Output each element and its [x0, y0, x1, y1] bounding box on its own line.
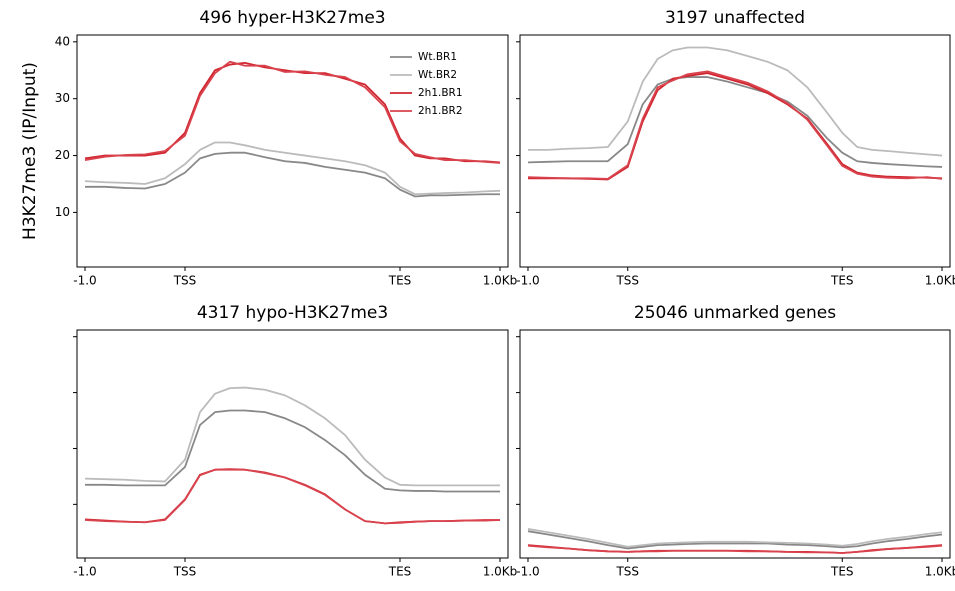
x-tick-label: TSS — [173, 274, 197, 288]
x-tick-label: -1.0 — [73, 565, 96, 579]
line-series — [527, 46, 943, 157]
line-series — [527, 70, 943, 180]
y-tick-label: 40 — [55, 34, 70, 48]
line-series — [84, 386, 500, 487]
line-series — [527, 530, 943, 550]
panel-title: 4317 hypo-H3K27me3 — [197, 303, 388, 323]
y-tick-label: 30 — [55, 91, 70, 105]
line-series — [85, 151, 500, 198]
panel: 25046 unmarked genes -1.0 TSS TES 1.0Kb — [516, 303, 955, 579]
x-tick-label: 1.0Kb — [483, 565, 518, 579]
plot-area — [84, 60, 501, 198]
x-tick-label: TES — [388, 274, 412, 288]
legend-label: Wt.BR2 — [418, 69, 457, 81]
x-tick-label: TSS — [615, 565, 639, 579]
legend-label: 2h1.BR2 — [418, 105, 463, 117]
axes-frame — [76, 329, 509, 559]
y-tick-label: 10 — [55, 205, 70, 219]
line-series — [527, 528, 943, 548]
line-series — [84, 468, 500, 525]
line-series — [85, 409, 500, 493]
axes-frame — [519, 34, 951, 268]
y-tick-label: 20 — [55, 148, 70, 162]
panel-title: 496 hyper-H3K27me3 — [199, 8, 385, 28]
plot-area — [527, 46, 943, 181]
x-tick-label: TSS — [615, 274, 639, 288]
panel: 3197 unaffected -1.0 TSS TES 1.0Kb — [516, 8, 955, 288]
panel-title: 25046 unmarked genes — [634, 303, 836, 323]
x-tick-label: TES — [830, 565, 854, 579]
x-tick-label: TES — [830, 274, 854, 288]
axes-frame — [76, 34, 509, 268]
line-series — [84, 141, 501, 196]
panel-title: 3197 unaffected — [665, 8, 805, 28]
panel: 4317 hypo-H3K27me3 -1.0 TSS TES 1.0Kb — [73, 303, 517, 579]
x-tick-label: TSS — [173, 565, 197, 579]
x-tick-label: -1.0 — [73, 274, 96, 288]
x-tick-label: -1.0 — [516, 274, 539, 288]
panel: 496 hyper-H3K27me3 -1.0 TSS TES 1.0Kb 10 20 30 4… — [20, 8, 517, 288]
y-axis-label: H3K27me3 (IP/Input) — [20, 62, 40, 240]
legend-label: 2h1.BR1 — [418, 87, 463, 99]
x-tick-label: -1.0 — [516, 565, 539, 579]
x-tick-label: 1.0Kb — [925, 274, 955, 288]
line-series — [527, 544, 943, 554]
axes-frame — [519, 329, 951, 559]
plot-area — [527, 528, 943, 554]
line-series — [527, 76, 943, 168]
x-tick-label: 1.0Kb — [483, 274, 518, 288]
plot-area — [84, 386, 501, 525]
x-tick-label: 1.0Kb — [925, 565, 955, 579]
line-series — [84, 60, 501, 164]
x-tick-label: TES — [388, 565, 412, 579]
line-series — [84, 468, 501, 525]
legend-label: Wt.BR1 — [418, 51, 457, 63]
